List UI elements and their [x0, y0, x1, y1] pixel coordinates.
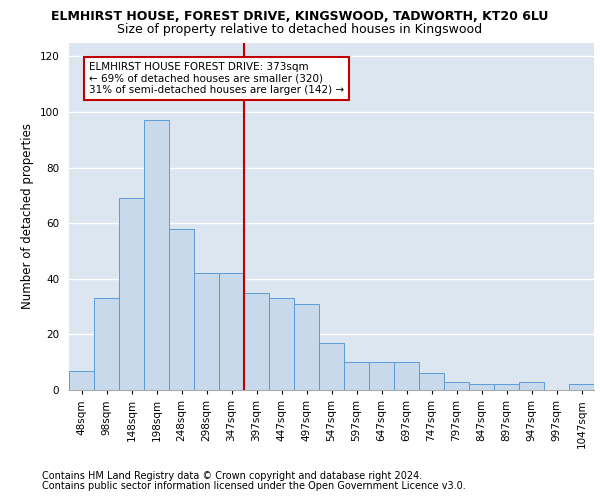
Bar — [394, 362, 419, 390]
Bar — [169, 229, 194, 390]
Bar — [119, 198, 144, 390]
Bar — [94, 298, 119, 390]
Bar — [269, 298, 294, 390]
Bar — [494, 384, 519, 390]
Bar — [319, 342, 344, 390]
Bar — [144, 120, 169, 390]
Bar — [519, 382, 544, 390]
Bar — [219, 273, 244, 390]
Text: Size of property relative to detached houses in Kingswood: Size of property relative to detached ho… — [118, 22, 482, 36]
Bar — [469, 384, 494, 390]
Bar — [194, 273, 219, 390]
Bar — [444, 382, 469, 390]
Bar — [244, 292, 269, 390]
Y-axis label: Number of detached properties: Number of detached properties — [21, 123, 34, 309]
Text: Contains public sector information licensed under the Open Government Licence v3: Contains public sector information licen… — [42, 481, 466, 491]
Bar — [344, 362, 369, 390]
Text: Contains HM Land Registry data © Crown copyright and database right 2024.: Contains HM Land Registry data © Crown c… — [42, 471, 422, 481]
Bar — [569, 384, 594, 390]
Bar — [419, 374, 444, 390]
Text: ELMHIRST HOUSE FOREST DRIVE: 373sqm
← 69% of detached houses are smaller (320)
3: ELMHIRST HOUSE FOREST DRIVE: 373sqm ← 69… — [89, 62, 344, 95]
Bar — [369, 362, 394, 390]
Bar — [294, 304, 319, 390]
Bar — [69, 370, 94, 390]
Text: ELMHIRST HOUSE, FOREST DRIVE, KINGSWOOD, TADWORTH, KT20 6LU: ELMHIRST HOUSE, FOREST DRIVE, KINGSWOOD,… — [52, 10, 548, 23]
